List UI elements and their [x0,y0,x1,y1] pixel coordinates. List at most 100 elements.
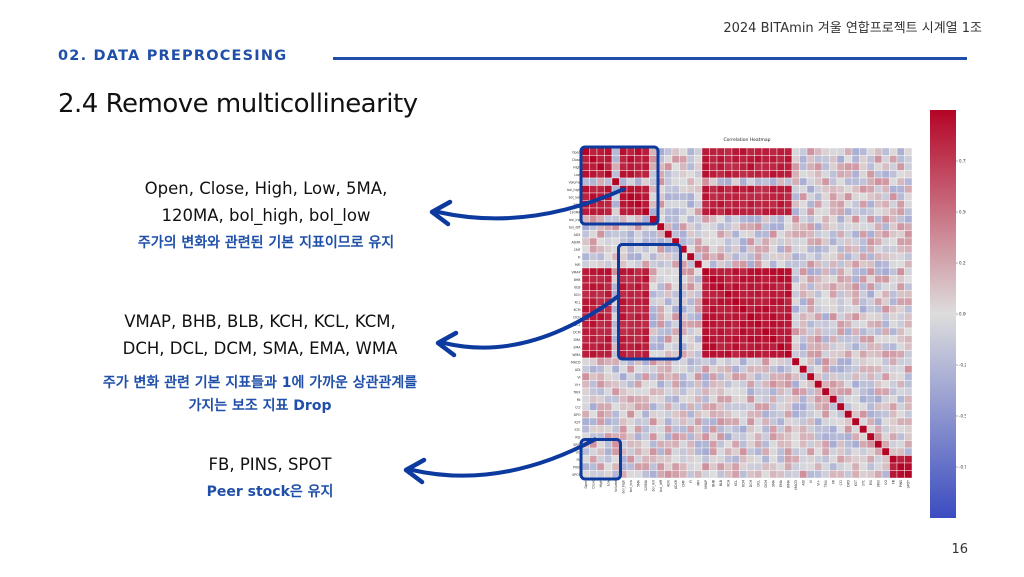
heatmap-cell [679,455,688,464]
heatmap-cell [754,222,763,231]
heatmap-cell [724,207,733,216]
heatmap-cell [626,387,635,396]
heatmap-cell [641,462,650,471]
heatmap-cell [731,365,740,374]
heatmap-cell [874,440,883,449]
heatmap-cell [904,425,913,434]
heatmap-cell [829,320,838,329]
heatmap-cell [589,372,598,381]
heatmap-cell [889,455,898,464]
heatmap-cell [851,245,860,254]
x-tick-label: bol_high [621,480,625,493]
heatmap-cell [589,365,598,374]
heatmap-cell [716,267,725,276]
heatmap-cell [634,290,643,299]
y-tick-label: DPO [574,413,581,417]
heatmap-cell [829,365,838,374]
heatmap-cell [664,327,673,336]
heatmap-cell [671,282,680,291]
heatmap-cell [724,162,733,171]
heatmap-cell [799,402,808,411]
heatmap-cell [814,470,823,479]
heatmap-cell [664,440,673,449]
heatmap-cell [724,342,733,351]
heatmap-cell [664,462,673,471]
heatmap-cell [724,327,733,336]
heatmap-cell [859,372,868,381]
heatmap-cell [769,252,778,261]
heatmap-cell [671,252,680,261]
heatmap-cell [814,425,823,434]
heatmap-cell [761,447,770,456]
heatmap-cell [904,365,913,374]
heatmap-cell [641,192,650,201]
heatmap-cell [874,260,883,269]
heatmap-cell [799,155,808,164]
heatmap-cell [664,200,673,209]
heatmap-cell [904,372,913,381]
heatmap-cell [836,342,845,351]
heatmap-cell [731,260,740,269]
heatmap-cell [596,395,605,404]
heatmap-cell [701,267,710,276]
heatmap-cell [881,357,890,366]
heatmap-cell [634,417,643,426]
heatmap-cell [739,372,748,381]
colorbar-tick-label: 0.75 [959,159,966,164]
heatmap-cell [806,215,815,224]
heatmap-cell [664,417,673,426]
heatmap-cell [791,192,800,201]
heatmap-cell [589,387,598,396]
heatmap-cell [859,162,868,171]
heatmap-cell [814,440,823,449]
heatmap-cell [799,335,808,344]
heatmap-cell [686,432,695,441]
heatmap-cell [604,177,613,186]
heatmap-cell [664,410,673,419]
heatmap-cell [829,215,838,224]
heatmap-cell [776,372,785,381]
heatmap-cell [836,440,845,449]
heatmap-cell [896,425,905,434]
heatmap-cell [686,387,695,396]
heatmap-cell [641,267,650,276]
heatmap-cell [904,335,913,344]
heatmap-cell [611,395,620,404]
heatmap-cell [784,320,793,329]
heatmap-cell [791,207,800,216]
heatmap-cell [581,290,590,299]
heatmap-cell [881,290,890,299]
heatmap-cell [821,155,830,164]
heatmap-cell [709,177,718,186]
heatmap-cell [896,275,905,284]
heatmap-cell [701,395,710,404]
heatmap-cell [761,245,770,254]
heatmap-cell [784,290,793,299]
heatmap-cell [844,215,853,224]
heatmap-cell [694,162,703,171]
heatmap-cell [761,170,770,179]
heatmap-cell [821,380,830,389]
heatmap-cell [716,230,725,239]
heatmap-cell [814,290,823,299]
heatmap-cell [664,177,673,186]
heatmap-cell [724,260,733,269]
heatmap-cell [686,417,695,426]
heatmap-cell [844,402,853,411]
heatmap-cell [619,410,628,419]
heatmap-cell [776,230,785,239]
heatmap-cell [634,440,643,449]
heatmap-cell [844,342,853,351]
heatmap-cell [881,267,890,276]
heatmap-cell [679,380,688,389]
colorbar-tick-label: 0.25 [959,261,966,266]
heatmap-cell [656,380,665,389]
heatmap-cell [889,440,898,449]
heatmap-cell [649,447,658,456]
heatmap-cell [821,462,830,471]
heatmap-cell [694,267,703,276]
heatmap-cell [634,447,643,456]
colorbar [930,110,956,518]
heatmap-cell [716,327,725,336]
heatmap-cell [619,365,628,374]
